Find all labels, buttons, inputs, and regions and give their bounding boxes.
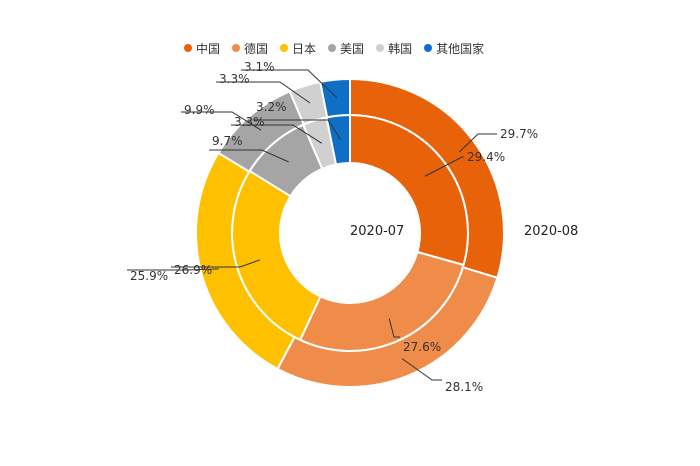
leader-line	[458, 133, 497, 153]
legend-item: 其他国家	[424, 40, 484, 57]
leader-line	[171, 259, 261, 268]
leader-line	[401, 358, 442, 381]
chart-leader-lines	[127, 69, 497, 381]
data-label: 9.9%	[184, 103, 215, 117]
legend-item: 德国	[232, 40, 268, 57]
data-label: 28.1%	[445, 380, 483, 394]
leader-line	[181, 111, 262, 131]
legend-swatch	[328, 44, 337, 52]
leader-line	[388, 318, 400, 338]
chart-rings	[195, 77, 505, 388]
data-label: 3.1%	[244, 60, 275, 74]
legend-label: 韩国	[388, 41, 413, 56]
legend-swatch	[376, 44, 385, 52]
data-label: 26.9%	[174, 263, 212, 277]
legend-item: 日本	[280, 40, 316, 57]
leader-line	[424, 156, 464, 177]
data-label: 3.2%	[256, 100, 287, 114]
legend-swatch	[424, 44, 433, 52]
data-label: 27.6%	[403, 340, 441, 354]
data-label: 9.7%	[212, 134, 243, 148]
legend-item: 美国	[328, 40, 364, 57]
data-label: 25.9%	[130, 269, 168, 283]
data-label: 3.3%	[234, 115, 265, 129]
outer-series-name: 2020-08	[524, 224, 579, 239]
chart-legend: 中国 德国 日本 美国 韩国 其他国家	[184, 38, 484, 58]
legend-swatch	[232, 44, 241, 52]
leader-line	[209, 149, 289, 163]
leader-line	[127, 268, 219, 271]
leader-line	[241, 69, 338, 99]
legend-label: 日本	[292, 41, 317, 56]
legend-swatch	[280, 44, 289, 52]
legend-label: 美国	[340, 41, 365, 56]
legend-swatch	[184, 44, 192, 52]
legend-item: 韩国	[376, 40, 412, 57]
leader-line	[231, 124, 323, 144]
data-label: 29.7%	[500, 127, 538, 141]
data-label: 3.3%	[219, 72, 250, 86]
data-label: 29.4%	[467, 150, 505, 164]
legend-label: 德国	[244, 41, 269, 56]
leader-line	[253, 119, 341, 140]
chart-data-labels: 29.4%27.6%26.9%9.7%3.3%3.2%29.7%28.1%25.…	[130, 60, 538, 394]
legend-label: 其他国家	[436, 41, 485, 56]
inner-series-name: 2020-07	[350, 224, 405, 239]
leader-line	[216, 81, 311, 104]
legend-label: 中国	[196, 41, 221, 56]
legend-item: 中国	[184, 40, 220, 57]
